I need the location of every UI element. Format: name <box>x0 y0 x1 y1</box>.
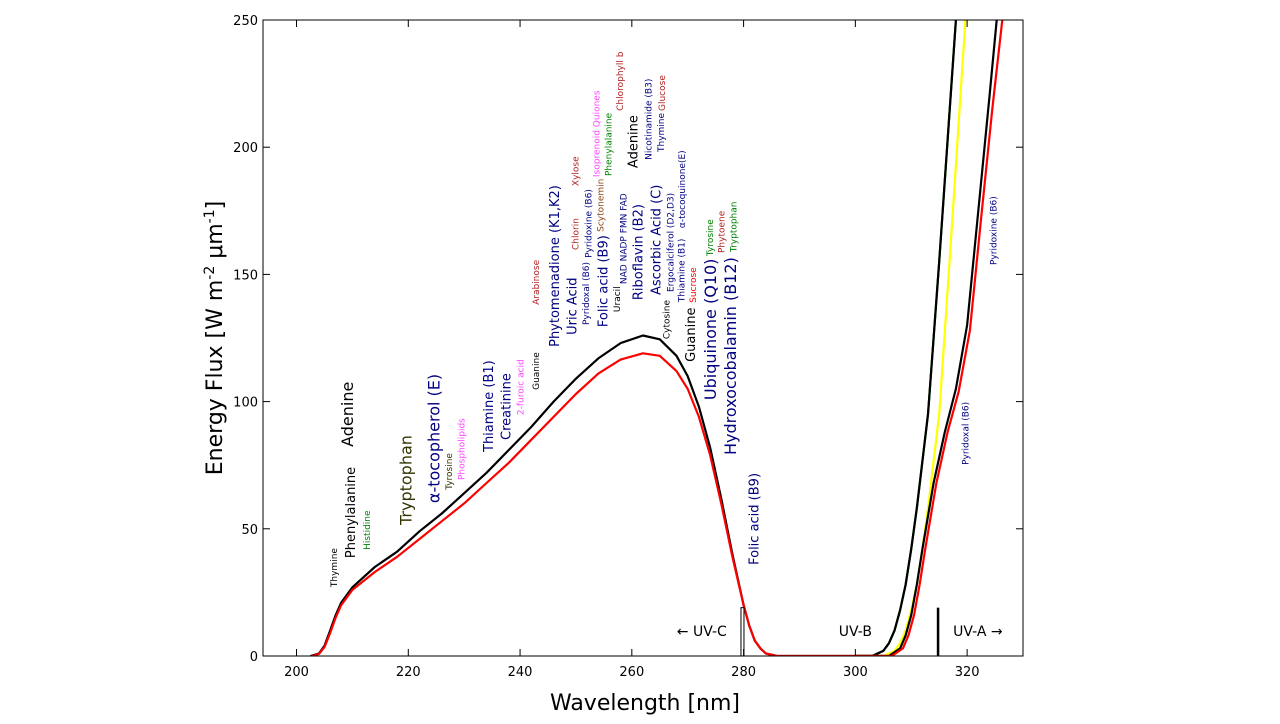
annotation-label: Isoprenoid Quiones <box>593 90 603 177</box>
annotation-label: Phenylalanine <box>604 112 614 176</box>
x-axis-label: Wavelength [nm] <box>550 691 740 716</box>
annotation-label: Thiamine (B1) <box>677 239 687 304</box>
x-tick-label: 300 <box>843 665 868 680</box>
annotation-label: α-tocopherol (E) <box>425 374 444 503</box>
annotation-label: Thiamine (B1) <box>482 360 497 453</box>
x-tick-label: 240 <box>508 665 533 680</box>
annotation-label: Pyridoxine (B6) <box>989 196 999 265</box>
x-tick-label: 200 <box>284 665 309 680</box>
annotation-label: NAD NADP FMN FAD <box>619 193 629 284</box>
annotation-label: Thymine <box>330 548 340 588</box>
x-tick-label: 280 <box>731 665 756 680</box>
x-tick-label: 220 <box>396 665 421 680</box>
annotation-label: Tyrosine <box>706 219 716 257</box>
annotation-label: Ascorbic Acid (C) <box>649 185 664 295</box>
annotation-label: Phospholipids <box>457 418 467 480</box>
y-tick-label: 250 <box>233 14 258 29</box>
axis-layer: 200 220 240 260 280 300 320 0 50 100 150 200 250 <box>233 14 1023 680</box>
annotation-label: Chlorin <box>571 218 581 250</box>
annotation-label: Tryptophan <box>397 435 416 526</box>
annotation-label: Glucose <box>658 75 668 111</box>
series-line-5 <box>855 20 998 656</box>
annotation-label: Histidine <box>363 510 373 550</box>
annotation-label: Chlorophyll b <box>616 51 626 111</box>
x-tick-label: 260 <box>619 665 644 680</box>
y-axis-label: Energy Flux [W m-2 μm-1] <box>202 201 228 475</box>
annotation-label: Ergocalciferol (D2,D3) <box>666 193 676 292</box>
annotation-label: Uracil <box>613 286 623 312</box>
annotation-label: Xylose <box>571 156 581 186</box>
annotation-label: Phytomenadione (K1,K2) <box>548 185 563 347</box>
annotation-label: Pyridoxine (B6) <box>584 189 594 258</box>
annotation-label: Scytonemin <box>597 179 607 232</box>
annotation-label: Folic acid (B9) <box>596 235 611 327</box>
annotation-label: Phytoene <box>717 210 727 253</box>
annotation-label: Pyridoxal (B6) <box>962 402 972 465</box>
annotation-label: Folic acid (B9) <box>747 473 762 565</box>
plot-frame <box>262 19 1024 657</box>
y-tick-label: 0 <box>250 650 258 665</box>
annotation-label: Ubiquinone (Q10) <box>701 259 720 401</box>
series-line-3 <box>855 20 958 656</box>
annotation-label: Cytosine <box>663 300 673 340</box>
annotation-label: Arabinose <box>532 259 542 304</box>
annotation-label: Uric Acid <box>566 277 581 334</box>
annotation-label: 2-furoic acid <box>516 359 526 415</box>
series-line-2 <box>855 20 958 656</box>
band-label-uv-c: ← UV-C <box>677 624 727 640</box>
annotation-label: α-tocoquinone(E) <box>678 150 688 228</box>
y-tick-label: 50 <box>241 523 258 538</box>
annotation-label: Phenylalanine <box>344 467 359 558</box>
y-tick-label: 200 <box>233 141 258 156</box>
annotation-label: Sucrose <box>689 267 699 303</box>
annotation-label: Nicotinamide (B3) <box>644 79 654 160</box>
annotation-label: Adenine <box>338 382 357 447</box>
annotation-label: Tryptophan <box>729 202 739 254</box>
annotation-label: Tyrosine <box>445 453 455 491</box>
annotation-label: Guanine <box>684 308 699 362</box>
annotation-label: Creatinine <box>500 373 515 440</box>
annotation-label: Thymine <box>657 113 667 153</box>
annotation-label: Riboflavin (B2) <box>632 204 647 300</box>
series-line-6 <box>855 20 1004 656</box>
band-label-uv-a: UV-A → <box>953 624 1003 640</box>
annotation-label: Guanine <box>532 352 542 390</box>
boundary-marker-0 <box>740 607 745 657</box>
y-tick-label: 150 <box>233 268 258 283</box>
annotation-label: Pyridoxal (B6) <box>582 262 592 325</box>
annotation-label: Hydroxocobalamin (B12) <box>721 257 740 455</box>
annotation-layer: ← UV-C UV-B UV-A → Thymine Phenylalanine Hist… <box>330 51 1003 640</box>
x-tick-label: 320 <box>955 665 980 680</box>
annotation-label: Adenine <box>627 115 642 168</box>
y-tick-label: 100 <box>233 396 258 411</box>
series-layer <box>310 20 1004 656</box>
band-label-uv-b: UV-B <box>839 624 872 640</box>
series-line-1 <box>311 352 889 656</box>
